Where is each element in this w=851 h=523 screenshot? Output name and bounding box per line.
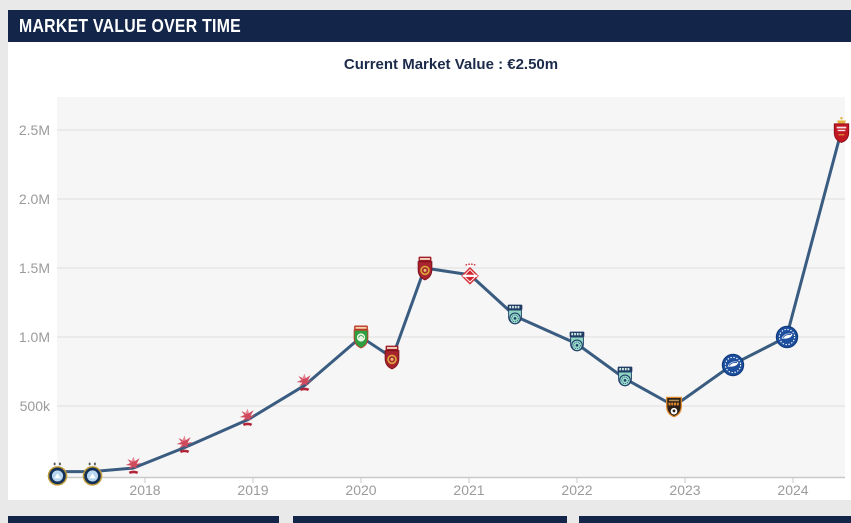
x-tick-label: 2022: [561, 482, 593, 498]
marker-green-shield-crest[interactable]: [350, 324, 372, 350]
chart-card: Current Market Value : €2.50m 500k 1.0M 1.…: [8, 42, 851, 500]
market-value-panel: MARKET VALUE OVER TIME Current Market Va…: [8, 10, 851, 500]
below-section-header-center: [293, 516, 567, 523]
x-tick-label: 2018: [129, 482, 161, 498]
marker-teal-crest[interactable]: [504, 303, 526, 330]
current-market-value-title: Current Market Value : €2.50m: [343, 56, 559, 73]
below-section-header-right: [579, 516, 851, 523]
red-diamond-crest-icon: [461, 263, 479, 285]
red-crown-crest-icon: [833, 116, 850, 143]
marker-red-eagle-crest[interactable]: [237, 406, 258, 430]
ural-shield-crest-icon: [666, 396, 683, 417]
below-section-header-left: [8, 516, 279, 523]
x-tick-label: 2020: [345, 482, 377, 498]
line-chart-svg: [56, 97, 845, 483]
x-tick-label: 2021: [453, 482, 485, 498]
marker-gold-round-crest[interactable]: [81, 460, 104, 487]
marker-gold-round-crest[interactable]: [46, 460, 69, 487]
y-tick-label: 500k: [19, 398, 50, 414]
plot-background: [57, 97, 845, 478]
teal-crest-icon: [508, 304, 523, 325]
blue-round-crest-icon: [721, 353, 744, 376]
red-eagle-crest-icon: [296, 374, 313, 392]
marker-red-eagle-crest[interactable]: [294, 371, 315, 395]
marker-teal-crest[interactable]: [566, 330, 588, 357]
y-tick-label: 1.5M: [18, 260, 50, 276]
marker-red-eagle-crest[interactable]: [123, 454, 144, 478]
marker-blue-round-crest[interactable]: [721, 353, 745, 377]
panel-header: MARKET VALUE OVER TIME: [8, 10, 851, 42]
market-value-chart: 500k 1.0M 1.5M 2.0M 2.5M 2018 2019 2020 2021 202…: [19, 97, 850, 498]
marker-red-diamond-crest[interactable]: [457, 262, 483, 286]
marker-blue-round-crest[interactable]: [775, 325, 799, 349]
marker-ural-shield-crest[interactable]: [663, 395, 685, 420]
marker-teal-crest[interactable]: [614, 365, 636, 392]
gold-round-crest-icon: [82, 462, 102, 486]
marker-red-eagle-crest[interactable]: [174, 433, 195, 457]
y-tick-label: 2.5M: [18, 122, 50, 138]
red-eagle-crest-icon: [125, 456, 141, 475]
marker-red-crown-crest[interactable]: [830, 116, 851, 145]
red-eagle-crest-icon: [239, 408, 256, 426]
y-tick-label: 1.0M: [18, 329, 50, 345]
marker-red-shield-crest[interactable]: [414, 255, 436, 282]
teal-crest-icon: [617, 366, 632, 387]
gold-round-crest-icon: [47, 462, 68, 486]
marker-red-shield-crest[interactable]: [381, 344, 403, 371]
green-shield-crest-icon: [353, 325, 369, 349]
blue-round-crest-icon: [775, 325, 798, 349]
y-tick-label: 2.0M: [18, 191, 50, 207]
x-tick-label: 2024: [777, 482, 809, 498]
x-tick-label: 2019: [237, 482, 269, 498]
x-tick-label: 2023: [669, 482, 701, 498]
red-shield-crest-icon: [417, 256, 433, 280]
red-eagle-crest-icon: [177, 436, 193, 454]
panel-title: MARKET VALUE OVER TIME: [19, 15, 242, 36]
teal-crest-icon: [569, 331, 585, 352]
red-shield-crest-icon: [384, 345, 400, 370]
